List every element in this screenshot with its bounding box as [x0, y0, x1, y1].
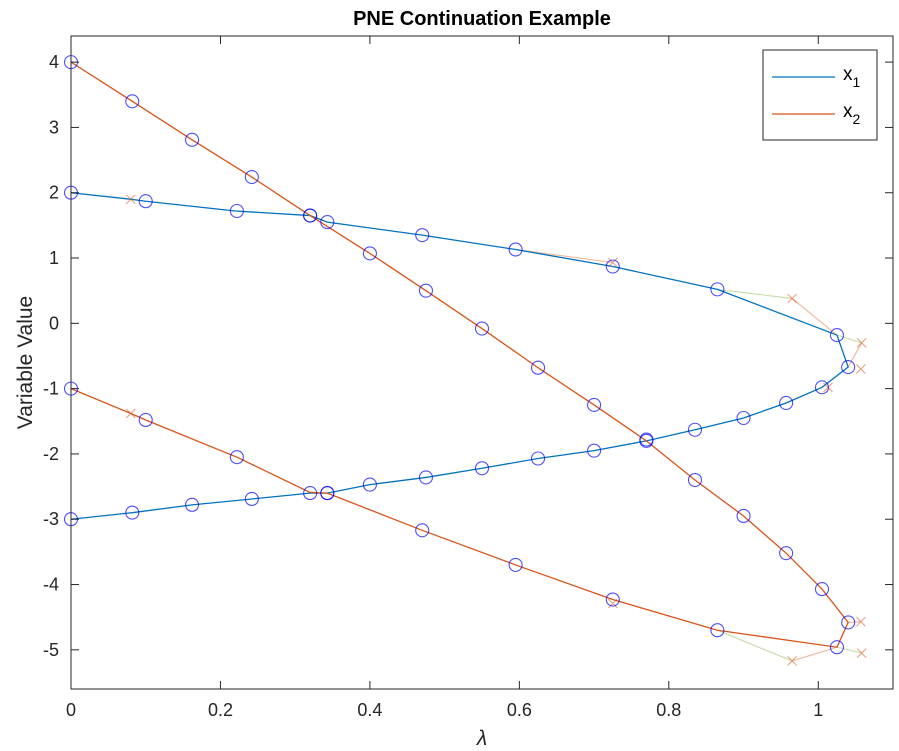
data-point-x2	[303, 208, 318, 223]
data-point-x2	[710, 623, 725, 638]
predictor-marker	[856, 338, 867, 348]
y-tick-label: 4	[49, 52, 59, 72]
data-point-x2	[185, 132, 200, 147]
data-point-x1	[508, 242, 523, 257]
data-point-x1	[814, 380, 830, 395]
plot-background	[71, 36, 893, 689]
data-point-x1	[779, 395, 794, 411]
data-point-x2	[138, 412, 153, 428]
predictor-marker	[125, 194, 136, 205]
data-point-x2	[244, 169, 259, 185]
x-axis-label: λ	[476, 727, 487, 750]
axes: 0 0.2 0.4 0.6 0.8 1 4 3 2 1 0 -1 -2 -3 -4 -5	[43, 35, 894, 720]
predictor-marker	[787, 293, 798, 304]
predictor-marker	[856, 648, 867, 658]
data-point-x2	[687, 472, 703, 488]
data-point-x2	[829, 640, 845, 655]
legend-subscript: 1	[853, 74, 861, 90]
data-point-x1	[185, 497, 200, 512]
data-point-x1	[138, 194, 153, 209]
data-point-x1	[530, 451, 546, 466]
data-point-x2	[362, 246, 377, 261]
y-tick-label: -3	[43, 509, 59, 529]
predictor-branch	[836, 334, 862, 344]
data-point-x2	[605, 592, 620, 607]
data-point-x1	[229, 203, 244, 219]
data-point-x2	[841, 615, 856, 630]
data-point-x1	[841, 360, 856, 375]
data-point-x1	[125, 505, 140, 520]
data-point-x1	[687, 422, 703, 437]
predictor-branch	[791, 646, 838, 662]
chart-title: PNE Continuation Example	[353, 8, 611, 30]
data-point-x1	[415, 228, 430, 243]
data-point-x2	[814, 582, 830, 597]
predictor-marker	[787, 656, 798, 666]
data-point-x1	[418, 470, 434, 485]
legend-box	[762, 49, 878, 141]
y-tick-label: -2	[43, 444, 59, 464]
data-point-x2	[418, 283, 434, 298]
data-point-x2	[229, 450, 244, 465]
data-point-x1	[474, 461, 490, 476]
data-point-x1	[303, 486, 318, 501]
predictor-branch	[791, 298, 838, 336]
predictor-marker	[607, 257, 618, 268]
data-point-x1	[320, 215, 335, 230]
axes-box	[70, 35, 894, 690]
data-point-x1	[362, 477, 377, 492]
data-point-x2	[587, 397, 602, 412]
y-tick-label: 1	[49, 248, 59, 268]
y-tick-label: -1	[43, 379, 59, 399]
data-point-x1	[829, 328, 845, 343]
predictor-branch	[847, 342, 863, 368]
predictor-marker	[607, 598, 618, 609]
data-point-x1	[736, 410, 751, 426]
y-tick-label: -4	[43, 575, 59, 595]
y-tick-label: 0	[49, 313, 59, 333]
y-tick-label: -5	[43, 640, 59, 660]
predictor-marker	[855, 364, 866, 374]
y-axis-label: Variable Value	[14, 296, 37, 429]
y-tick-label: 2	[49, 183, 59, 203]
predictor-marker	[125, 408, 136, 419]
x-tick-label: 0.4	[357, 700, 382, 720]
data-point-x2	[125, 94, 140, 109]
predictor-branch	[836, 646, 862, 654]
x-tick-label: 0.2	[208, 700, 233, 720]
legend-subscript: 2	[853, 111, 861, 127]
data-point-x1	[605, 259, 620, 274]
data-point-x2	[779, 546, 794, 561]
data-point-x2	[530, 360, 546, 375]
plot-area	[63, 36, 893, 689]
data-point-x1	[587, 443, 602, 458]
data-point-x2	[415, 523, 430, 538]
data-point-x2	[474, 321, 490, 336]
data-point-x2	[639, 432, 654, 447]
data-point-x2	[508, 557, 523, 572]
x-tick-label: 0.8	[656, 700, 681, 720]
x-tick-label: 1	[813, 700, 823, 720]
predictor-branch	[717, 629, 793, 662]
y-tick-label: 3	[49, 117, 59, 137]
data-point-x1	[710, 282, 725, 297]
predictor-marker	[855, 616, 866, 627]
data-point-x2	[320, 486, 335, 501]
x-tick-label: 0.6	[507, 700, 532, 720]
data-point-x2	[736, 508, 751, 524]
predictor-branch	[717, 288, 793, 300]
data-point-x1	[244, 491, 259, 507]
x-tick-label: 0	[66, 700, 76, 720]
